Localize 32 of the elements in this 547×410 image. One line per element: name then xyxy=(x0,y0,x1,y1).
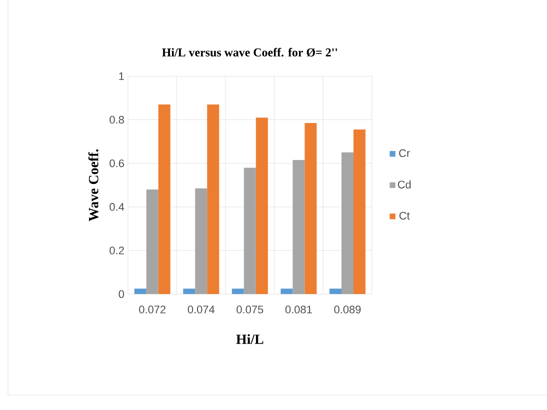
x-tick-label: 0.081 xyxy=(285,306,312,314)
bar xyxy=(232,288,244,294)
x-tick-label: 0.075 xyxy=(236,306,264,314)
x-tick-label: 0.072 xyxy=(139,306,166,314)
chart-title: Hi/L versus wave Coeff. for Ø= 2'' xyxy=(162,48,338,57)
bar xyxy=(341,152,354,294)
legend-label: Ct xyxy=(399,212,410,220)
bar xyxy=(244,168,256,294)
x-tick-label: 0.089 xyxy=(334,306,361,314)
legend-label: Cr xyxy=(399,149,410,158)
y-tick-label: 0.2 xyxy=(110,246,124,254)
bar xyxy=(280,288,293,294)
bar xyxy=(146,189,158,294)
legend-label: Cd xyxy=(398,180,411,188)
bar xyxy=(292,160,305,294)
bar xyxy=(304,122,317,294)
bar xyxy=(134,288,146,294)
y-tick-label: 0.6 xyxy=(110,159,124,168)
y-axis-title: Wave Coeff. xyxy=(88,149,98,222)
bar xyxy=(207,104,220,294)
y-tick-label: 0.8 xyxy=(110,116,124,124)
bar xyxy=(329,288,342,294)
bar xyxy=(158,104,170,294)
bar xyxy=(256,118,268,294)
bar xyxy=(353,130,366,294)
x-tick-label: 0.074 xyxy=(188,306,215,314)
y-tick-label: 1 xyxy=(119,72,124,80)
bar xyxy=(183,288,196,294)
bar xyxy=(195,188,208,294)
x-axis-title: Hi/L xyxy=(236,334,264,344)
y-tick-label: 0 xyxy=(118,290,124,298)
y-tick-label: 0.4 xyxy=(110,203,124,211)
